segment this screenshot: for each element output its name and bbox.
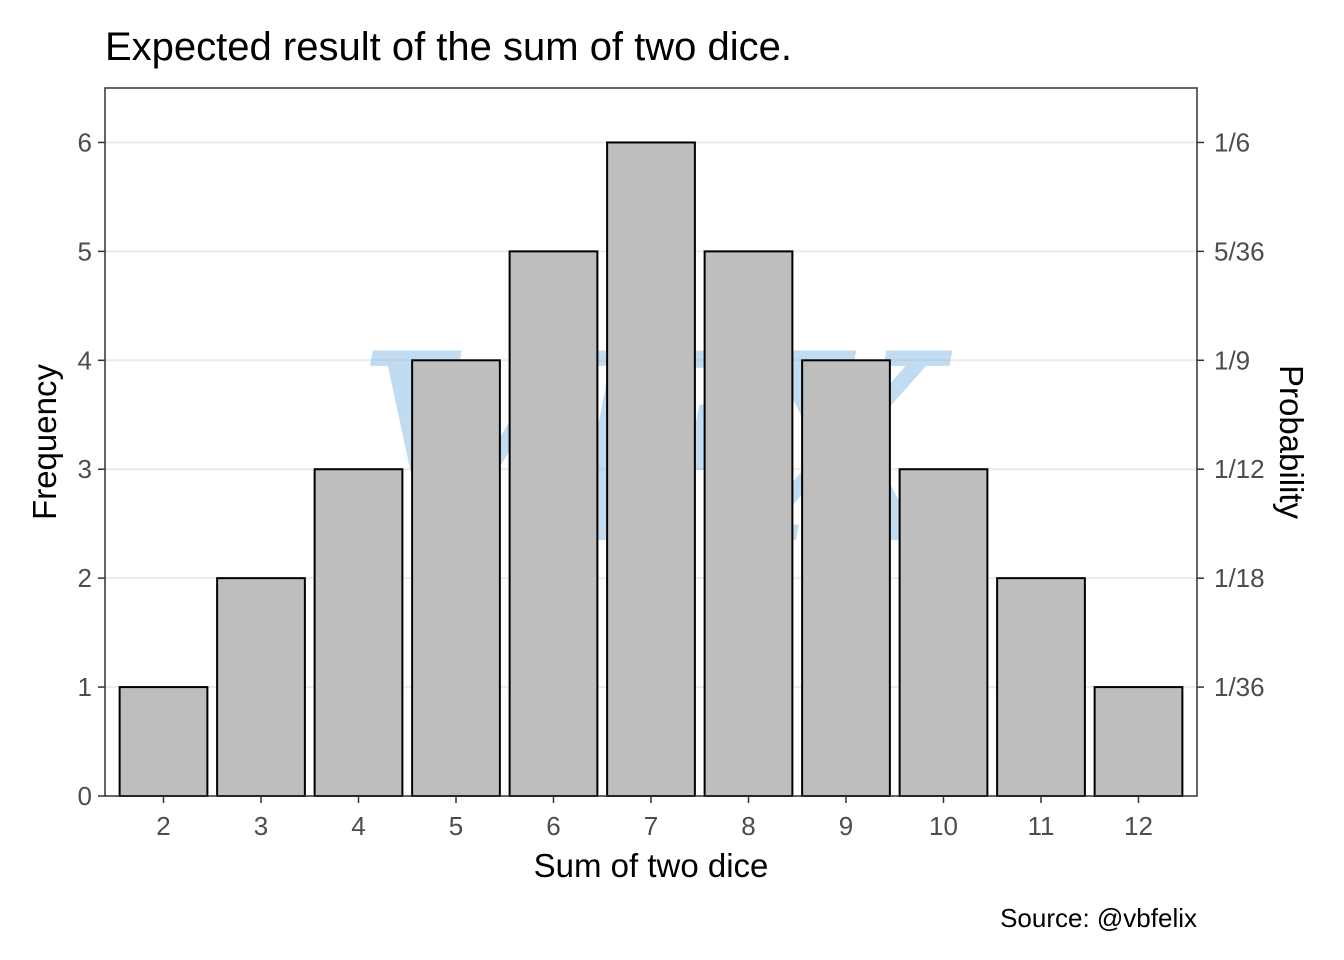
bars: [118, 141, 1184, 798]
bar-sum-8: [703, 250, 794, 797]
x-tick-label: 12: [1124, 811, 1153, 841]
x-tick-label: 2: [156, 811, 170, 841]
bar-sum-10: [898, 468, 989, 797]
bar-sum-6: [508, 250, 599, 797]
source-caption: Source: @vbfelix: [1000, 903, 1197, 933]
x-tick-label: 6: [546, 811, 560, 841]
x-tick-label: 8: [741, 811, 755, 841]
bar-sum-2: [118, 686, 209, 797]
y2-tick-label: 1/12: [1214, 454, 1265, 484]
y2-tick-label: 5/36: [1214, 236, 1265, 266]
x-tick-label: 10: [929, 811, 958, 841]
y-tick-label: 4: [78, 345, 92, 375]
x-tick-label: 11: [1028, 811, 1055, 841]
y-tick-label: 3: [78, 454, 92, 484]
chart-title: Expected result of the sum of two dice.: [105, 25, 792, 69]
y-tick-label: 2: [78, 563, 92, 593]
secondary-y-axis-ticks: 1/36 1/18 1/12 1/9 5/36 1/6: [1197, 127, 1265, 702]
bar-sum-7: [606, 141, 696, 797]
y-axis-title: Frequency: [26, 364, 63, 520]
bar-sum-5: [411, 359, 501, 797]
bar-sum-9: [801, 359, 891, 797]
x-tick-label: 9: [839, 811, 853, 841]
y-tick-label: 6: [78, 127, 92, 157]
y2-tick-label: 1/36: [1214, 672, 1265, 702]
bar-sum-11: [996, 577, 1086, 798]
bar-sum-12: [1093, 686, 1184, 797]
bar-sum-4: [313, 468, 404, 797]
y-tick-label: 0: [78, 781, 92, 811]
x-axis-title: Sum of two dice: [534, 847, 769, 884]
x-axis-ticks: 2 3 4 5 6 7 8 9 10 11 12: [156, 796, 1153, 841]
y-tick-label: 5: [78, 236, 92, 266]
y2-tick-label: 1/6: [1214, 127, 1250, 157]
x-tick-label: 5: [449, 811, 463, 841]
x-tick-label: 4: [351, 811, 365, 841]
y-axis-ticks: 0 1 2 3 4 5 6: [78, 127, 105, 811]
y-tick-label: 1: [78, 672, 92, 702]
y2-tick-label: 1/9: [1214, 345, 1250, 375]
y2-tick-label: 1/18: [1214, 563, 1265, 593]
x-tick-label: 7: [644, 811, 658, 841]
x-tick-label: 3: [254, 811, 268, 841]
bar-sum-3: [216, 577, 306, 798]
secondary-y-axis-title: Probability: [1273, 365, 1310, 520]
